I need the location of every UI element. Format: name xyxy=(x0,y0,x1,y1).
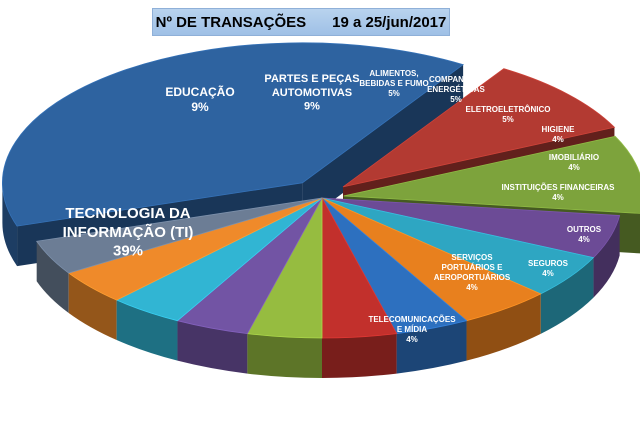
pie-slice-rim-9-0 xyxy=(177,320,248,374)
chart-title: Nº DE TRANSAÇÕES xyxy=(155,13,307,31)
slice-name-2-0: PARTES E PEÇAS xyxy=(264,73,359,85)
pie-slice-side-0-1 xyxy=(302,64,464,223)
pie-slice-rim-11-0 xyxy=(68,273,117,341)
pie-slice-rim-12-0 xyxy=(36,241,69,314)
slice-value-2: 9% xyxy=(304,101,320,113)
slice-name-12-1: E MÍDIA xyxy=(397,325,427,334)
slice-label-7: IMOBILIÁRIO 4% xyxy=(549,153,599,172)
slice-name-3-0: ALIMENTOS, xyxy=(369,69,418,78)
slice-name-11-1: PORTUÁRIOS E xyxy=(442,263,504,272)
pie-slice-rim-10-0 xyxy=(116,300,178,361)
pie-slice-rim-8-0 xyxy=(247,333,322,378)
slice-name-2-1: AUTOMOTIVAS xyxy=(272,87,352,99)
slice-name-12-0: TELECOMUNICAÇÕES xyxy=(368,315,456,324)
slice-value-7: 4% xyxy=(568,163,580,172)
slice-name-0-0: TECNOLOGIA DA xyxy=(65,205,190,222)
slice-name-11-0: SERVIÇOS xyxy=(451,253,493,262)
slice-label-2: PARTES E PEÇAS AUTOMOTIVAS 9% xyxy=(264,73,359,113)
pie-slice-rim-0-0 xyxy=(2,182,18,267)
slice-label-9: OUTROS 4% xyxy=(567,225,602,244)
slice-label-6: HIGIENE 4% xyxy=(542,125,576,144)
slice-name-6-0: HIGIENE xyxy=(542,125,576,134)
slice-value-11: 4% xyxy=(466,283,478,292)
slice-label-1: EDUCAÇÃO 9% xyxy=(165,84,234,114)
slice-value-0: 39% xyxy=(113,243,143,260)
slice-value-8: 4% xyxy=(552,193,564,202)
slice-label-5: ELETROELETRÔNICO 5% xyxy=(466,105,551,124)
slice-value-4: 5% xyxy=(450,95,462,104)
slice-label-0: TECNOLOGIA DA INFORMAÇÃO (TI) 39% xyxy=(63,205,194,260)
slice-value-1: 9% xyxy=(191,100,209,114)
chart-subtitle: 19 a 25/jun/2017 xyxy=(332,13,447,31)
slice-name-7-0: IMOBILIÁRIO xyxy=(549,153,599,162)
pie-slice-rim-3-0 xyxy=(593,215,620,298)
slice-name-5-0: ELETROELETRÔNICO xyxy=(466,105,551,114)
slice-value-3: 5% xyxy=(388,89,400,98)
slice-name-11-2: AEROPORTUÁRIOS xyxy=(434,273,511,282)
slice-name-8-0: INSTITUIÇÕES FINANCEIRAS xyxy=(502,183,616,192)
slice-label-8: INSTITUIÇÕES FINANCEIRAS 4% xyxy=(502,183,616,202)
slice-value-10: 4% xyxy=(542,269,554,278)
pie-slice-2[interactable] xyxy=(343,135,640,214)
chart-title-box: Nº DE TRANSAÇÕES 19 a 25/jun/2017 xyxy=(152,8,450,36)
slice-value-12: 4% xyxy=(406,335,418,344)
pie-slice-12[interactable] xyxy=(35,197,323,274)
pie-slice-0[interactable] xyxy=(2,42,465,227)
slice-name-4-0: COMPANHIAS xyxy=(429,75,484,84)
pie-slice-rim-7-0 xyxy=(322,333,397,378)
pie-slice-1[interactable] xyxy=(342,68,616,188)
slice-name-4-1: ENERGÉTICAS xyxy=(427,85,485,94)
slice-name-10-0: SEGUROS xyxy=(528,259,569,268)
slice-label-3: ALIMENTOS, BEBIDAS E FUMO 5% xyxy=(359,69,428,98)
pie-slice-rim-6-0 xyxy=(396,320,467,374)
slice-label-12: TELECOMUNICAÇÕES E MÍDIA 4% xyxy=(368,315,456,344)
slice-value-6: 4% xyxy=(552,135,564,144)
pie-slice-rim-5-0 xyxy=(466,293,541,361)
pie-slice-rim-4-0 xyxy=(540,257,594,334)
slice-name-1-0: EDUCAÇÃO xyxy=(165,84,234,99)
slice-name-9-0: OUTROS xyxy=(567,225,602,234)
slice-label-10: SEGUROS 4% xyxy=(528,259,569,278)
slice-value-5: 5% xyxy=(502,115,514,124)
slice-value-9: 4% xyxy=(578,235,590,244)
slice-label-4: COMPANHIAS ENERGÉTICAS 5% xyxy=(427,75,485,104)
slice-name-3-1: BEBIDAS E FUMO xyxy=(359,79,428,88)
slice-label-11: SERVIÇOS PORTUÁRIOS E AEROPORTUÁRIOS 4% xyxy=(434,253,511,292)
slice-name-0-1: INFORMAÇÃO (TI) xyxy=(63,223,194,241)
